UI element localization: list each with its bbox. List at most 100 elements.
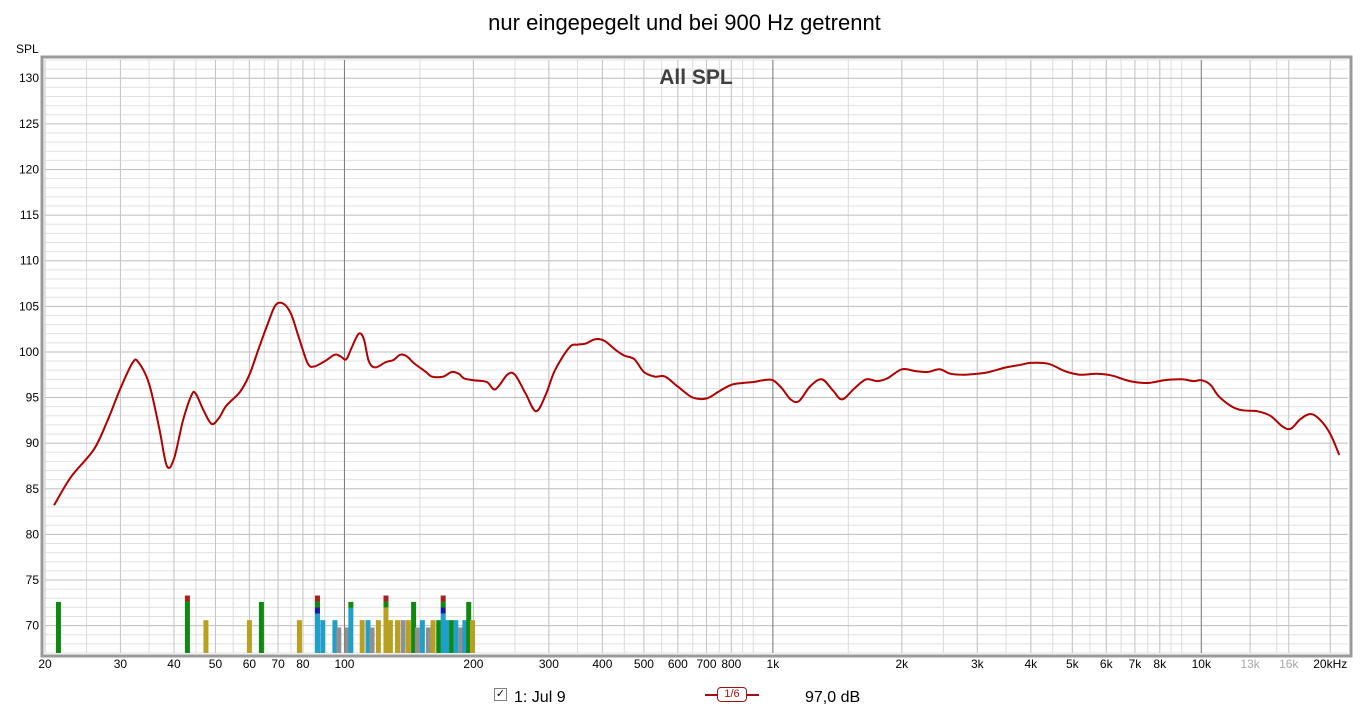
x-tick-label: 30 — [114, 657, 128, 671]
marker-bar-segment — [414, 627, 420, 653]
y-tick-label: 95 — [26, 391, 40, 405]
x-tick-label: 600 — [668, 657, 688, 671]
plot-frame — [40, 55, 1353, 658]
marker-bar-segment — [348, 601, 354, 608]
marker-bar-segment — [449, 620, 455, 653]
marker-bar-segment — [445, 620, 451, 653]
x-axis-labels: 20 30 40 50 60 70 80 100 200 300 400 500 600 700 800 1k… — [38, 657, 1347, 671]
y-tick-label: 90 — [26, 436, 40, 450]
y-tick-label: 75 — [26, 573, 40, 587]
marker-bar-segment — [184, 601, 190, 653]
y-tick-label: 100 — [19, 345, 39, 359]
marker-bar-segment — [453, 620, 459, 653]
marker-bar-segment — [348, 607, 354, 653]
inner-chart-title: All SPL — [659, 66, 733, 89]
x-tick-label: 700 — [696, 657, 716, 671]
marker-bar-segment — [440, 601, 446, 608]
x-tick-label: 13k — [1240, 657, 1260, 671]
x-tick-label: 1k — [767, 657, 781, 671]
x-tick-label: 20 — [38, 657, 52, 671]
marker-bar-segment — [184, 595, 190, 602]
x-tick-label: 16k — [1279, 657, 1299, 671]
marker-bar-segment — [462, 620, 468, 653]
y-tick-label: 125 — [19, 117, 39, 131]
x-tick-label: 500 — [634, 657, 654, 671]
x-tick-label: 100 — [334, 657, 354, 671]
x-tick-label: 40 — [167, 657, 181, 671]
y-tick-label: 130 — [19, 71, 39, 85]
x-tick-label: 2k — [896, 657, 910, 671]
spl-chart: 130 125 120 115 110 105 100 95 90 85 80 75 70 20 30 40… — [16, 42, 1353, 671]
smoothing-line-right — [747, 694, 759, 696]
series-line — [53, 301, 1341, 506]
marker-bars — [55, 595, 475, 653]
y-tick-label: 105 — [19, 299, 39, 313]
y-axis-labels: 130 125 120 115 110 105 100 95 90 85 80 75 70 — [19, 71, 39, 632]
marker-bar-segment — [314, 613, 320, 653]
marker-bar-segment — [296, 620, 302, 653]
marker-bar-segment — [466, 601, 472, 653]
marker-bar-segment — [375, 620, 381, 653]
marker-bar-segment — [320, 620, 326, 653]
marker-bar-segment — [411, 601, 417, 653]
marker-bar-segment — [365, 620, 371, 653]
marker-bar-segment — [369, 627, 375, 653]
marker-bar-segment — [258, 601, 264, 653]
x-tick-label: 10k — [1192, 657, 1212, 671]
marker-bar-segment — [425, 627, 431, 653]
x-tick-label: 4k — [1024, 657, 1038, 671]
marker-bar-segment — [314, 595, 320, 602]
x-tick-label: 300 — [539, 657, 559, 671]
marker-bar-segment — [458, 627, 464, 653]
x-tick-label: 70 — [271, 657, 285, 671]
marker-bar-segment — [383, 607, 389, 653]
x-tick-label: 200 — [463, 657, 483, 671]
x-tick-label: 20kHz — [1313, 657, 1347, 671]
marker-bar-segment — [395, 620, 401, 653]
x-tick-label: 5k — [1066, 657, 1080, 671]
marker-bar-segment — [430, 620, 436, 653]
y-axis-label: SPL — [16, 42, 39, 56]
major-grid — [44, 60, 1348, 653]
marker-bar-segment — [344, 627, 350, 653]
marker-bar-segment — [440, 607, 446, 614]
x-tick-label: 60 — [243, 657, 257, 671]
y-tick-label: 110 — [20, 254, 39, 268]
y-tick-label: 85 — [26, 482, 40, 496]
marker-bar-segment — [314, 607, 320, 614]
marker-bar-segment — [440, 613, 446, 653]
legend-series-label[interactable]: 1: Jul 9 — [514, 689, 566, 706]
marker-bar-segment — [469, 620, 475, 653]
x-tick-label: 80 — [296, 657, 310, 671]
y-tick-label: 115 — [20, 208, 39, 222]
series-checkbox[interactable]: ✓ — [494, 688, 507, 701]
marker-bar-segment — [405, 620, 411, 653]
marker-bar-segment — [359, 620, 365, 653]
x-tick-label: 50 — [209, 657, 223, 671]
marker-bar-segment — [419, 620, 425, 653]
marker-bar-segment — [246, 620, 252, 653]
x-tick-label: 6k — [1100, 657, 1114, 671]
marker-bar-segment — [332, 620, 338, 653]
marker-bar-segment — [314, 601, 320, 608]
marker-bar-segment — [440, 595, 446, 602]
legend-level-value: 97,0 dB — [805, 689, 861, 706]
marker-bar-segment — [336, 627, 342, 653]
x-tick-label: 800 — [721, 657, 741, 671]
x-tick-label: 3k — [971, 657, 985, 671]
marker-bar-segment — [387, 620, 393, 653]
y-tick-label: 120 — [19, 162, 39, 176]
marker-bar-segment — [436, 620, 442, 653]
smoothing-button[interactable]: 1/6 — [717, 687, 747, 702]
y-tick-label: 80 — [26, 527, 40, 541]
series-lines — [53, 301, 1341, 506]
marker-bar-segment — [55, 601, 61, 653]
y-tick-label: 70 — [26, 619, 40, 633]
chart-title: nur eingepegelt und bei 900 Hz getrennt — [488, 10, 881, 35]
marker-bar-segment — [203, 620, 209, 653]
marker-bar-segment — [383, 595, 389, 602]
x-tick-label: 7k — [1129, 657, 1143, 671]
marker-bar-segment — [383, 601, 389, 608]
x-tick-label: 8k — [1153, 657, 1167, 671]
smoothing-line-left — [705, 694, 717, 696]
